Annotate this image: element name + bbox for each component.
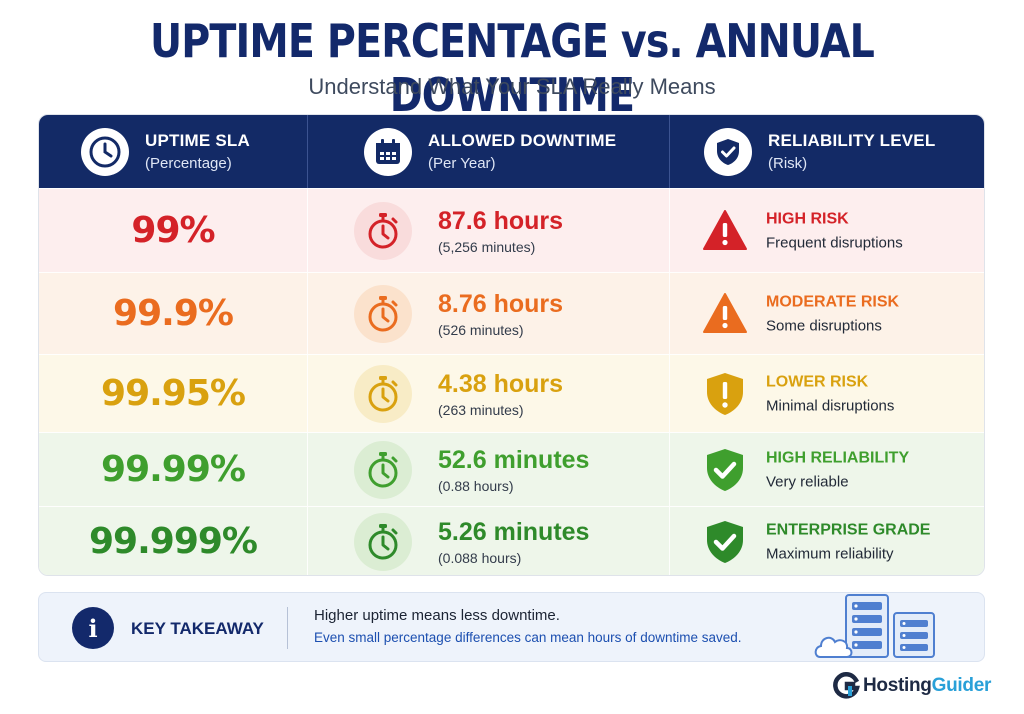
table-row: 99.95% 4.38 hours (263 minutes) LOWER RI…	[39, 354, 984, 432]
stopwatch-icon	[354, 440, 412, 499]
risk-description: Minimal disruptions	[766, 397, 895, 414]
risk-description: Very reliable	[766, 473, 849, 490]
shield-exclamation-icon	[702, 371, 748, 417]
uptime-value: 99.999%	[89, 521, 258, 562]
page-title: UPTIME PERCENTAGE vs. ANNUAL DOWNTIME	[149, 14, 875, 122]
reliability-cell: MODERATE RISK Some disruptions	[670, 273, 984, 354]
stopwatch-icon	[354, 201, 412, 260]
uptime-cell: 99.999%	[39, 507, 308, 575]
table-row: 99.999% 5.26 minutes (0.088 hours) ENTER…	[39, 506, 984, 575]
divider	[287, 607, 288, 649]
takeaway-line-2: Even small percentage differences can me…	[314, 630, 742, 645]
warning-triangle-icon	[702, 291, 748, 337]
downtime-alt-value: (5,256 minutes)	[438, 238, 536, 255]
downtime-alt-value: (263 minutes)	[438, 401, 524, 418]
header-sub: (Per Year)	[428, 155, 496, 172]
shield-check-icon	[704, 127, 752, 176]
brand-name-part-2: Guider	[931, 675, 992, 696]
page-subtitle: Understand What Your SLA Really Means	[308, 74, 716, 99]
header-title: RELIABILITY LEVEL	[768, 131, 936, 150]
takeaway-line-1: Higher uptime means less downtime.	[314, 607, 560, 624]
downtime-value: 52.6 minutes	[438, 445, 590, 474]
uptime-table: UPTIME SLA (Percentage) ALLOWED DOWNTIME…	[38, 114, 985, 576]
stopwatch-icon	[354, 512, 412, 571]
uptime-cell: 99.95%	[39, 355, 308, 432]
brand-name-part-1: Hosting	[863, 675, 932, 696]
downtime-cell: 52.6 minutes (0.88 hours)	[308, 433, 670, 506]
downtime-cell: 4.38 hours (263 minutes)	[308, 355, 670, 432]
clock-icon	[81, 127, 129, 176]
stopwatch-icon	[354, 284, 412, 343]
uptime-value: 99.99%	[101, 449, 246, 490]
header-title: UPTIME SLA	[145, 131, 250, 150]
downtime-alt-value: (0.88 hours)	[438, 477, 514, 494]
downtime-alt-value: (0.088 hours)	[438, 549, 522, 566]
risk-level: HIGH RISK	[766, 210, 849, 227]
header-reliability-level: RELIABILITY LEVEL (Risk)	[670, 115, 984, 188]
risk-description: Maximum reliability	[766, 545, 894, 562]
header-uptime-sla: UPTIME SLA (Percentage)	[39, 115, 308, 188]
hosting-guider-logo-icon	[833, 672, 860, 699]
key-takeaway-label: KEY TAKEAWAY	[131, 619, 264, 638]
downtime-value: 4.38 hours	[438, 369, 564, 398]
reliability-cell: HIGH RISK Frequent disruptions	[670, 189, 984, 272]
uptime-cell: 99.99%	[39, 433, 308, 506]
header-title: ALLOWED DOWNTIME	[428, 131, 617, 150]
brand-logo: HostingGuider	[832, 670, 991, 702]
uptime-value: 99.95%	[101, 373, 246, 414]
reliability-cell: HIGH RELIABILITY Very reliable	[670, 433, 984, 506]
risk-description: Some disruptions	[766, 317, 882, 334]
risk-level: ENTERPRISE GRADE	[766, 521, 931, 538]
shield-check-icon	[702, 447, 748, 493]
downtime-cell: 8.76 hours (526 minutes)	[308, 273, 670, 354]
shield-check-icon	[702, 519, 748, 565]
header-sub: (Risk)	[768, 155, 808, 172]
table-header: UPTIME SLA (Percentage) ALLOWED DOWNTIME…	[39, 115, 984, 188]
downtime-cell: 87.6 hours (5,256 minutes)	[308, 189, 670, 272]
header-allowed-downtime: ALLOWED DOWNTIME (Per Year)	[308, 115, 670, 188]
info-icon: i	[72, 607, 114, 649]
calendar-icon	[364, 127, 412, 176]
key-takeaway-box: i KEY TAKEAWAY Higher uptime means less …	[38, 592, 985, 662]
reliability-cell: ENTERPRISE GRADE Maximum reliability	[670, 507, 984, 575]
downtime-value: 5.26 minutes	[438, 517, 590, 546]
uptime-cell: 99%	[39, 189, 308, 272]
risk-level: HIGH RELIABILITY	[766, 449, 910, 466]
risk-level: MODERATE RISK	[766, 293, 900, 310]
downtime-cell: 5.26 minutes (0.088 hours)	[308, 507, 670, 575]
warning-triangle-icon	[702, 208, 748, 254]
uptime-value: 99%	[131, 210, 215, 251]
uptime-cell: 99.9%	[39, 273, 308, 354]
downtime-alt-value: (526 minutes)	[438, 321, 524, 338]
stopwatch-icon	[354, 364, 412, 423]
header-sub: (Percentage)	[145, 155, 232, 172]
table-row: 99% 87.6 hours (5,256 minutes) HIGH RISK…	[39, 188, 984, 272]
table-row: 99.99% 52.6 minutes (0.88 hours) HIGH RE…	[39, 432, 984, 506]
downtime-value: 87.6 hours	[438, 206, 564, 235]
table-row: 99.9% 8.76 hours (526 minutes) MODERATE …	[39, 272, 984, 354]
uptime-value: 99.9%	[113, 293, 234, 334]
server-cloud-icon	[814, 594, 935, 658]
risk-description: Frequent disruptions	[766, 234, 903, 251]
risk-level: LOWER RISK	[766, 373, 869, 390]
downtime-value: 8.76 hours	[438, 289, 564, 318]
reliability-cell: LOWER RISK Minimal disruptions	[670, 355, 984, 432]
